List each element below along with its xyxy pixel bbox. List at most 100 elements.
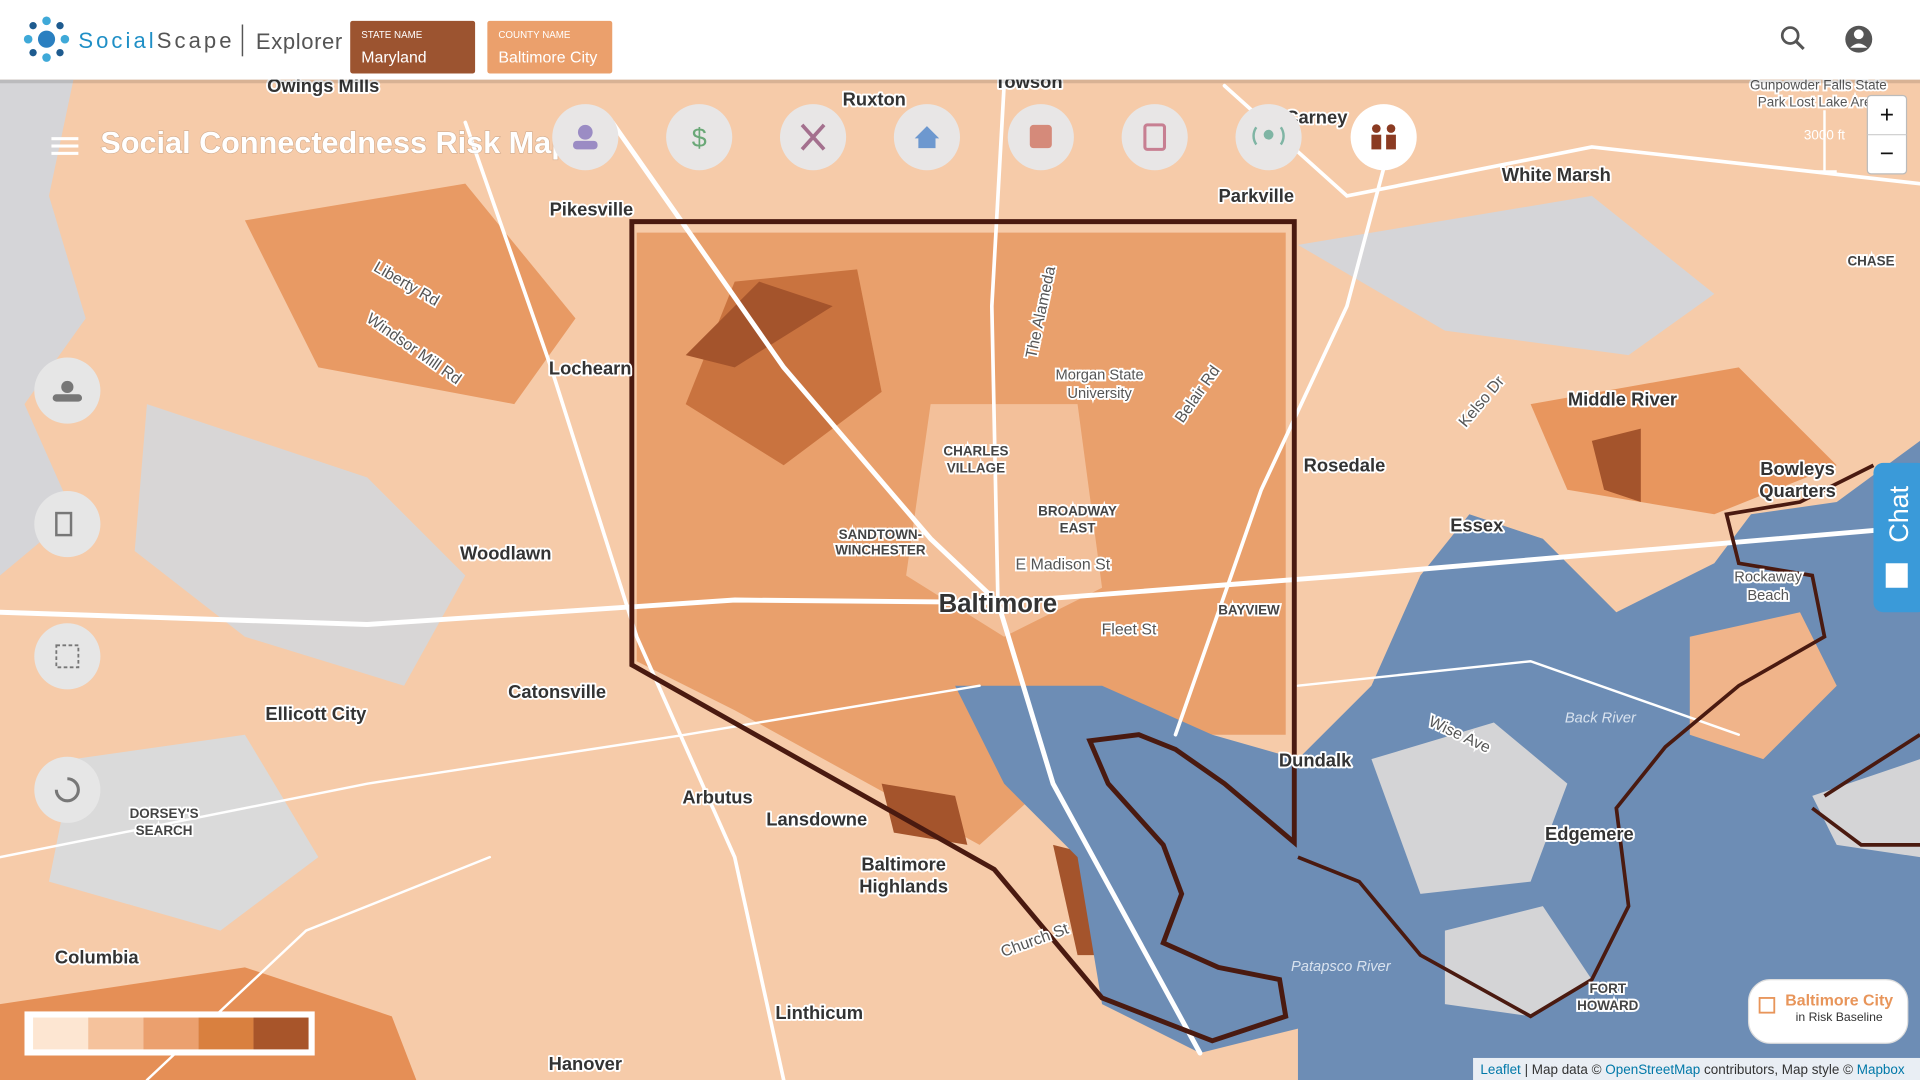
legend-swatch: [33, 1017, 89, 1050]
social-button[interactable]: [1350, 104, 1417, 171]
state-value: Maryland: [361, 49, 426, 66]
location-tool[interactable]: [34, 491, 101, 558]
baseline-card[interactable]: Baltimore City in Risk Baseline: [1747, 978, 1909, 1044]
risk-area: [685, 281, 833, 368]
button-bg: [34, 756, 101, 823]
risk-area: [244, 183, 576, 405]
health-button[interactable]: [1121, 104, 1188, 171]
county-selector[interactable]: COUNTY NAME Baltimore City: [487, 20, 613, 74]
icon: [61, 380, 74, 394]
state-selector[interactable]: STATE NAME Maryland: [350, 20, 476, 74]
groups-tool[interactable]: [34, 357, 101, 424]
legend-swatch: [88, 1017, 144, 1050]
neighborhood-label: VILLAGE: [947, 461, 1005, 476]
logo-dot: [56, 48, 64, 57]
card-icon: [1758, 997, 1776, 1014]
card-bg: [1747, 978, 1909, 1044]
attribution-text: | Map data ©: [1525, 1062, 1602, 1077]
risk-area: [881, 783, 968, 845]
icon: [54, 777, 80, 803]
neighborhood-label: CHASE: [1847, 254, 1894, 269]
icon: [800, 123, 826, 151]
search-button[interactable]: [1780, 26, 1805, 51]
search-icon: [1795, 40, 1805, 51]
road-label: Gunpowder Falls State: [1750, 77, 1887, 92]
place-label: Ellicott City: [265, 703, 367, 724]
zoom-out[interactable]: −: [1880, 141, 1894, 168]
osm-link[interactable]: OpenStreetMap: [1605, 1062, 1700, 1077]
button-bg: [1121, 104, 1188, 171]
account-icon: [1850, 43, 1868, 48]
connectivity-button[interactable]: [1235, 104, 1302, 171]
category-buttons: $: [552, 104, 1417, 171]
product-name: Explorer: [256, 29, 343, 54]
icon: [52, 394, 83, 402]
neighborhood-label: BAYVIEW: [1218, 603, 1280, 618]
brand: SocialScape: [78, 28, 234, 53]
people-button[interactable]: [552, 104, 619, 171]
neighborhood-label: HOWARD: [1577, 998, 1639, 1013]
transit-button[interactable]: [1007, 104, 1074, 171]
search-icon: [1780, 26, 1800, 45]
road-label: Morgan State: [1055, 368, 1143, 384]
menu-bar: [51, 144, 79, 148]
zoom-control: + −: [1866, 94, 1908, 175]
place-label: Baltimore: [861, 854, 946, 875]
place-label: Bowleys: [1760, 458, 1835, 479]
brand-scape: Scape: [157, 28, 235, 53]
place-label: Dundalk: [1279, 750, 1352, 771]
county-caption: COUNTY NAME: [498, 30, 571, 41]
legend: [24, 1011, 315, 1056]
map-title: Social Connectedness Risk Map: [100, 126, 569, 160]
icon: [1143, 123, 1167, 151]
legend-swatch: [198, 1017, 254, 1050]
mapbox-link[interactable]: Mapbox: [1857, 1062, 1905, 1077]
gray-area: [1297, 195, 1715, 356]
gray-area: [1371, 722, 1568, 894]
leaflet-link[interactable]: Leaflet: [1480, 1062, 1521, 1077]
reset-tool[interactable]: [34, 756, 101, 823]
icon: [1372, 124, 1381, 133]
icon: [1029, 124, 1052, 149]
place-label: Highlands: [859, 876, 948, 897]
icon: [55, 511, 73, 537]
gray-area: [1812, 759, 1920, 858]
road-label: Beach: [1747, 588, 1789, 604]
legend-swatch: [253, 1017, 309, 1050]
place-label: White Marsh: [1502, 164, 1611, 185]
account-button[interactable]: [1845, 25, 1873, 53]
city-label: Baltimore: [939, 590, 1058, 618]
county-boundary: [629, 219, 1297, 1044]
chat-icon: [1885, 563, 1908, 588]
menu-bar: [51, 137, 79, 141]
icon: [55, 644, 80, 669]
housing-button[interactable]: [893, 104, 960, 171]
place-label: Parkville: [1219, 185, 1295, 206]
icon: [1386, 124, 1396, 133]
road: [989, 83, 1006, 605]
road: [609, 120, 1203, 1056]
button-bg: [34, 491, 101, 558]
water-label: Patapsco River: [1291, 959, 1392, 975]
header: SocialScape Explorer STATE NAME Maryland…: [0, 0, 1920, 84]
neighborhood-label: SEARCH: [136, 823, 193, 838]
menu-button[interactable]: [51, 137, 79, 155]
gray-area: [48, 734, 319, 931]
logo: [23, 16, 70, 62]
legend-swatch: [143, 1017, 199, 1050]
icon: $: [692, 123, 707, 153]
card-title: Baltimore City: [1785, 992, 1893, 1009]
road: [0, 684, 981, 859]
money-button[interactable]: $: [666, 104, 733, 171]
food-button[interactable]: [780, 104, 847, 171]
shore-boundary: [1811, 733, 1920, 847]
road-label: Rockaway: [1734, 570, 1802, 586]
icon: [914, 126, 940, 149]
zoom-in[interactable]: +: [1880, 101, 1894, 128]
select-tool[interactable]: [34, 623, 101, 690]
neighborhood-label: WINCHESTER: [835, 543, 926, 558]
place-label: Rosedale: [1304, 454, 1386, 475]
place-label: Hanover: [549, 1053, 622, 1074]
chat-tab[interactable]: Chat: [1873, 462, 1920, 613]
